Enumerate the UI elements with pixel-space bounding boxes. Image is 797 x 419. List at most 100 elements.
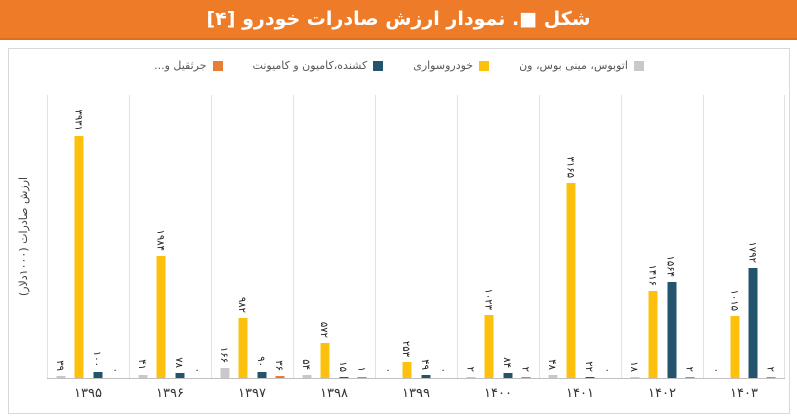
bar-slot-bus-minibus-van-1398: ۵۴ bbox=[298, 95, 316, 378]
bar-passenger-car-1400 bbox=[484, 315, 494, 378]
bar-slot-bus-minibus-van-1400: ۲ bbox=[462, 95, 480, 378]
bar-value-label-truck-trailer-1395: ۱۰۰ bbox=[90, 350, 102, 367]
bar-value-label-crane-1397: ۳۶ bbox=[272, 360, 284, 371]
bar-bus-minibus-van-1396 bbox=[138, 375, 148, 378]
bar-slot-crane-1397: ۳۶ bbox=[271, 95, 289, 378]
bar-value-label-crane-1396: ۰ bbox=[190, 367, 202, 373]
x-axis-label-1403: ۱۴۰۳ bbox=[730, 386, 758, 401]
bar-slot-passenger-car-1395: ۳۹۳۱ bbox=[70, 95, 88, 378]
bar-truck-trailer-1400 bbox=[503, 373, 513, 378]
bar-slot-crane-1395: ۰ bbox=[107, 95, 125, 378]
bar-slot-truck-trailer-1403: ۱۷۹۲ bbox=[744, 95, 762, 378]
bar-passenger-car-1402 bbox=[648, 291, 658, 378]
bar-value-label-crane-1400: ۲ bbox=[518, 366, 530, 372]
bar-crane-1402 bbox=[685, 377, 695, 378]
bar-value-label-truck-trailer-1403: ۱۷۹۲ bbox=[746, 241, 757, 263]
bar-value-label-passenger-car-1398: ۵۷۲ bbox=[318, 321, 330, 338]
bar-value-label-passenger-car-1400: ۱۰۲۳ bbox=[482, 288, 494, 310]
bar-truck-trailer-1395 bbox=[93, 372, 103, 378]
legend-label-bus-minibus-van: اتوبوس، مینی بوس، ون bbox=[519, 59, 628, 72]
bar-passenger-car-1401 bbox=[566, 183, 576, 378]
bar-passenger-car-1397 bbox=[238, 318, 248, 378]
bar-truck-trailer-1396 bbox=[175, 373, 185, 378]
bar-value-label-bus-minibus-van-1397: ۱۶۶ bbox=[218, 346, 230, 363]
bar-crane-1398 bbox=[357, 377, 367, 378]
bar-slot-truck-trailer-1400: ۸۴ bbox=[499, 95, 517, 378]
legend-item-passenger-car: خودروسواری bbox=[413, 59, 490, 72]
bar-slot-crane-1400: ۲ bbox=[517, 95, 535, 378]
bar-truck-trailer-1397 bbox=[257, 372, 267, 378]
bar-value-label-passenger-car-1395: ۳۹۳۱ bbox=[72, 109, 84, 131]
bar-passenger-car-1396 bbox=[156, 256, 166, 378]
bar-group-1395: ۳۹ ۳۹۳۱ ۱۰۰ ۰ bbox=[47, 95, 129, 378]
bar-passenger-car-1395 bbox=[74, 136, 84, 378]
bar-passenger-car-1398 bbox=[320, 343, 330, 378]
bar-value-label-crane-1395: ۰ bbox=[108, 367, 120, 373]
x-axis-label-1396: ۱۳۹۶ bbox=[156, 386, 184, 401]
bar-slot-passenger-car-1402: ۱۴۱۶ bbox=[644, 95, 662, 378]
bar-slot-crane-1402: ۲ bbox=[681, 95, 699, 378]
figure-title: شکل ■. نمودار ارزش صادرات خودرو [۴] bbox=[206, 8, 591, 30]
bar-slot-truck-trailer-1395: ۱۰۰ bbox=[89, 95, 107, 378]
bar-slot-truck-trailer-1402: ۱۵۶۴ bbox=[663, 95, 681, 378]
bar-slot-passenger-car-1400: ۱۰۲۳ bbox=[480, 95, 498, 378]
bar-slot-crane-1399: ۰ bbox=[435, 95, 453, 378]
bar-slot-bus-minibus-van-1397: ۱۶۶ bbox=[216, 95, 234, 378]
bar-slot-passenger-car-1401: ۳۱۶۵ bbox=[562, 95, 580, 378]
bar-value-label-truck-trailer-1396: ۷۸ bbox=[172, 357, 184, 368]
bar-slot-truck-trailer-1397: ۹۰ bbox=[253, 95, 271, 378]
bar-group-1401: ۴۸ ۳۱۶۵ ۲۲ ۰ bbox=[539, 95, 621, 378]
bar-slot-passenger-car-1403: ۱۰۱۵ bbox=[726, 95, 744, 378]
x-axis-label-1397: ۱۳۹۷ bbox=[238, 386, 266, 401]
bar-crane-1403 bbox=[766, 377, 776, 378]
bar-slot-bus-minibus-van-1395: ۳۹ bbox=[52, 95, 70, 378]
bar-bus-minibus-van-1395 bbox=[56, 376, 66, 378]
bar-value-label-truck-trailer-1401: ۲۲ bbox=[582, 361, 594, 372]
bar-slot-bus-minibus-van-1403: ۰ bbox=[708, 95, 726, 378]
bar-slot-bus-minibus-van-1399: ۰ bbox=[380, 95, 398, 378]
bar-value-label-truck-trailer-1400: ۸۴ bbox=[500, 357, 512, 368]
bar-slot-passenger-car-1396: ۱۹۸۴ bbox=[152, 95, 170, 378]
x-axis-label-1399: ۱۳۹۹ bbox=[402, 386, 430, 401]
chart-figure: اتوبوس، مینی بوس، ون خودروسواری کشنده،کامی… bbox=[8, 48, 790, 414]
bar-slot-truck-trailer-1399: ۴۹ bbox=[417, 95, 435, 378]
bar-bus-minibus-van-1400 bbox=[466, 377, 476, 378]
bar-slot-truck-trailer-1401: ۲۲ bbox=[581, 95, 599, 378]
bar-passenger-car-1399 bbox=[402, 362, 412, 378]
bar-value-label-bus-minibus-van-1395: ۳۹ bbox=[54, 360, 66, 371]
bar-slot-truck-trailer-1398: ۱۵ bbox=[335, 95, 353, 378]
bar-value-label-truck-trailer-1398: ۱۵ bbox=[336, 361, 348, 372]
bar-slot-truck-trailer-1396: ۷۸ bbox=[171, 95, 189, 378]
bar-value-label-truck-trailer-1397: ۹۰ bbox=[254, 356, 266, 367]
bar-value-label-bus-minibus-van-1396: ۴۱ bbox=[136, 359, 148, 370]
bar-value-label-truck-trailer-1399: ۴۹ bbox=[418, 359, 430, 370]
bar-slot-bus-minibus-van-1396: ۴۱ bbox=[134, 95, 152, 378]
bar-passenger-car-1403 bbox=[730, 316, 740, 378]
y-axis-title-container: ارزش صادرات (۱۰۰۰دلار) bbox=[15, 95, 33, 378]
bar-group-1398: ۵۴ ۵۷۲ ۱۵ ۱ bbox=[293, 95, 375, 378]
chart-legend: اتوبوس، مینی بوس، ون خودروسواری کشنده،کامی… bbox=[9, 59, 789, 72]
y-axis-title: ارزش صادرات (۱۰۰۰دلار) bbox=[17, 176, 31, 297]
bar-value-label-crane-1401: ۰ bbox=[600, 367, 612, 373]
legend-item-truck-trailer: کشنده،کامیون و کامیونت bbox=[253, 59, 384, 72]
bar-group-1397: ۱۶۶ ۹۸۲ ۹۰ ۳۶ bbox=[211, 95, 293, 378]
bar-group-1403: ۰ ۱۰۱۵ ۱۷۹۲ ۲ bbox=[703, 95, 785, 378]
bar-value-label-bus-minibus-van-1402: ۱۸ bbox=[628, 361, 640, 372]
bar-bus-minibus-van-1397 bbox=[220, 368, 230, 378]
plot-area: ۳۹ ۳۹۳۱ ۱۰۰ ۰ ۴۱ ۱۹۸۴ ۷۸ ۰ ۱۶۶ ۹۸۲ ۹۰ ۳۶ ۵۴ ۵۷۲ ۱۵ ۱ ۰ ۲۵… bbox=[47, 95, 785, 379]
bar-value-label-truck-trailer-1402: ۱۵۶۴ bbox=[664, 255, 676, 277]
bar-slot-passenger-car-1398: ۵۷۲ bbox=[316, 95, 334, 378]
legend-item-crane: جرثقیل و... bbox=[154, 59, 223, 72]
bar-truck-trailer-1398 bbox=[339, 377, 349, 378]
bar-bus-minibus-van-1401 bbox=[548, 375, 558, 378]
bar-slot-passenger-car-1397: ۹۸۲ bbox=[234, 95, 252, 378]
bar-group-1399: ۰ ۲۵۳ ۴۹ ۰ bbox=[375, 95, 457, 378]
legend-swatch-passenger-car bbox=[479, 60, 490, 71]
legend-swatch-bus-minibus-van bbox=[633, 60, 644, 71]
bar-value-label-bus-minibus-van-1398: ۵۴ bbox=[300, 359, 312, 370]
bar-slot-crane-1403: ۲ bbox=[762, 95, 780, 378]
bar-truck-trailer-1399 bbox=[421, 375, 431, 378]
legend-swatch-crane bbox=[212, 60, 223, 71]
bar-bus-minibus-van-1398 bbox=[302, 375, 312, 378]
